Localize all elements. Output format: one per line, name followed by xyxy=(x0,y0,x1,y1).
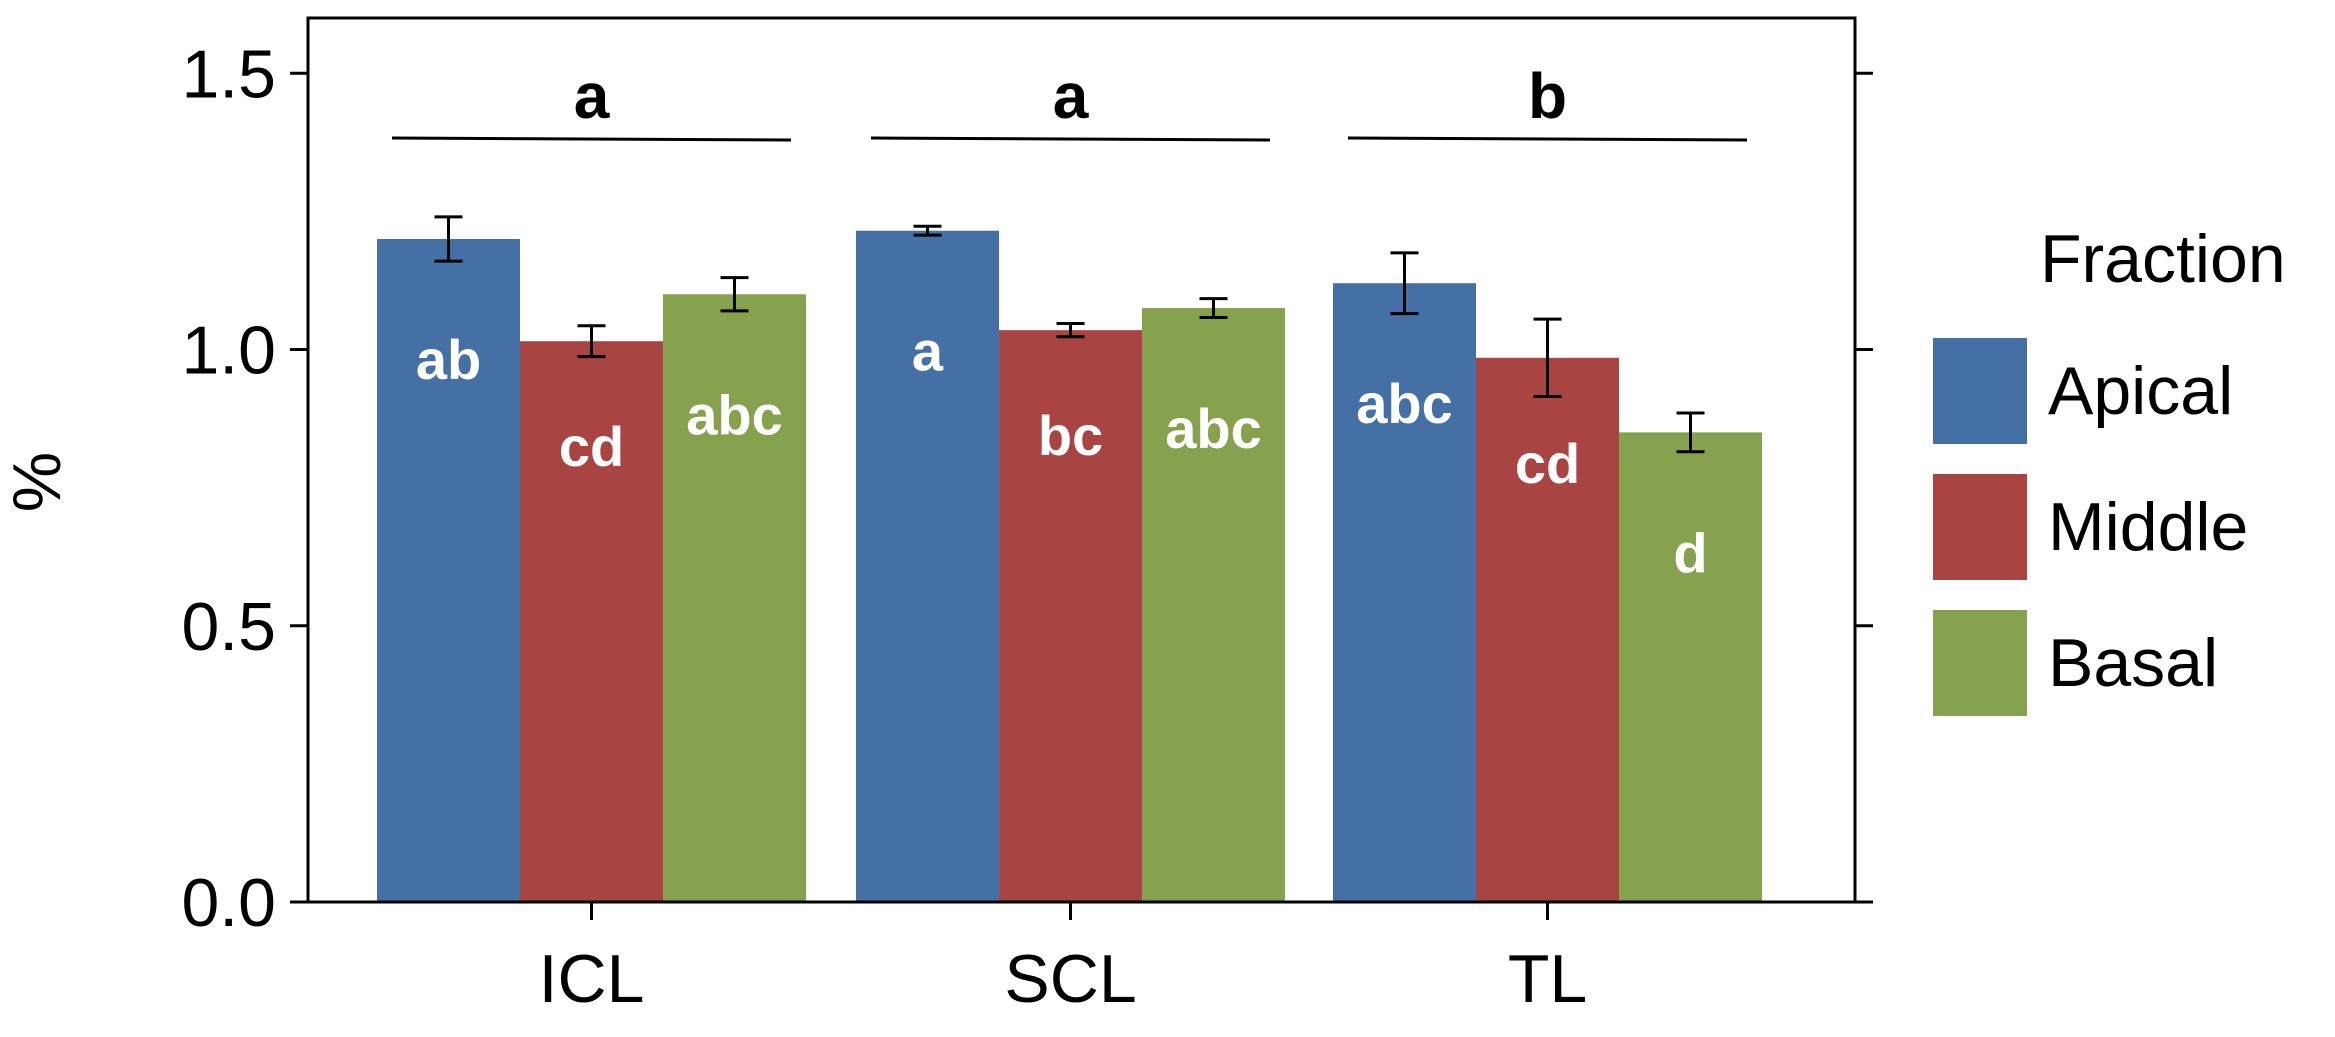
bar-scl-middle xyxy=(999,330,1142,903)
bar-letter-label: a xyxy=(912,320,944,383)
bar-letter-label: d xyxy=(1673,521,1707,584)
bar-letter-label: abc xyxy=(1165,397,1262,460)
plot-frame xyxy=(306,16,1857,904)
axes-layer: ICL SCL TL 0.0 0.5 1.0 1.5 xyxy=(181,16,1873,1017)
bar-letter-label: cd xyxy=(559,415,624,478)
legend-key-basal xyxy=(1933,610,2027,716)
bar-icl-middle xyxy=(520,341,663,902)
legend-key-apical xyxy=(1933,338,2027,444)
errorbars-layer xyxy=(434,215,1705,454)
bar-letter-label: cd xyxy=(1515,432,1580,495)
bar-letter-label: ab xyxy=(416,328,481,391)
group-significance-line xyxy=(1347,136,1748,142)
legend-title: Fraction xyxy=(2040,221,2286,297)
group-significance-line xyxy=(870,136,1271,142)
bar-letter-label: abc xyxy=(686,383,783,446)
y-axis-label: % xyxy=(0,452,75,512)
bar-tl-middle xyxy=(1476,357,1619,903)
y-tick-label: 0.0 xyxy=(181,865,276,941)
bar-tl-apical xyxy=(1333,283,1476,902)
legend: Fraction Apical Middle Basal xyxy=(1933,221,2286,716)
group-significance-letter: a xyxy=(574,60,610,132)
x-tick-label: ICL xyxy=(539,941,645,1017)
bars-layer xyxy=(377,230,1762,903)
x-tick-label: TL xyxy=(1508,941,1587,1017)
bar-scl-basal xyxy=(1142,308,1285,902)
legend-label-middle: Middle xyxy=(2048,489,2248,565)
group-significance-letter: a xyxy=(1053,60,1089,132)
legend-label-apical: Apical xyxy=(2048,353,2233,429)
y-tick-label: 0.5 xyxy=(181,589,276,665)
legend-label-basal: Basal xyxy=(2048,625,2218,701)
y-tick-label: 1.5 xyxy=(181,36,276,112)
x-tick-label: SCL xyxy=(1004,941,1136,1017)
bar-icl-apical xyxy=(377,239,520,902)
legend-key-middle xyxy=(1933,474,2027,580)
bar-letter-label: abc xyxy=(1356,372,1453,435)
group-significance-letter: b xyxy=(1528,60,1567,132)
bar-tl-basal xyxy=(1619,432,1762,902)
bar-letter-label: bc xyxy=(1038,404,1103,467)
bar-icl-basal xyxy=(663,294,806,902)
group-significance-line xyxy=(391,136,792,142)
bar-scl-apical xyxy=(856,230,999,902)
y-tick-label: 1.0 xyxy=(181,313,276,389)
